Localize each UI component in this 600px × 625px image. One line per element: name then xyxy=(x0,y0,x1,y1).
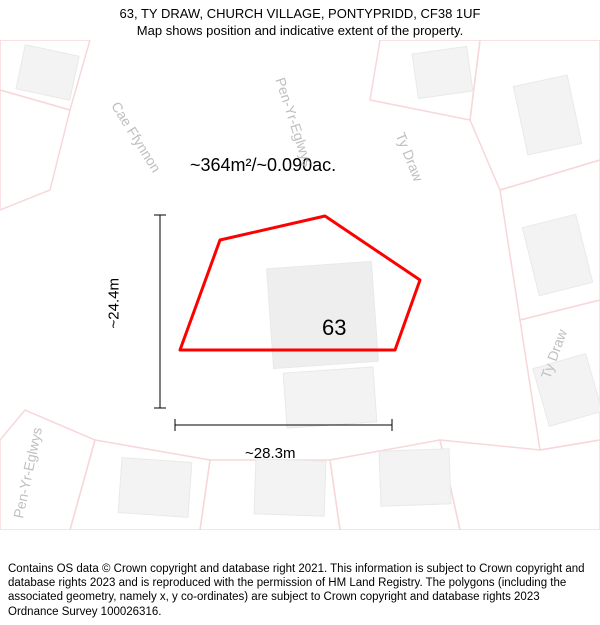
map-subtitle: Map shows position and indicative extent… xyxy=(0,23,600,38)
copyright-footer: Contains OS data © Crown copyright and d… xyxy=(8,562,592,620)
header: 63, TY DRAW, CHURCH VILLAGE, PONTYPRIDD,… xyxy=(0,0,600,38)
page-root: 63, TY DRAW, CHURCH VILLAGE, PONTYPRIDD,… xyxy=(0,0,600,625)
dimension-height-label: ~24.4m xyxy=(106,278,123,328)
map-area: ~364m²/~0.090ac. 63 ~28.3m ~24.4m Cae Ff… xyxy=(0,40,600,530)
property-address-title: 63, TY DRAW, CHURCH VILLAGE, PONTYPRIDD,… xyxy=(0,6,600,21)
dimension-width-label: ~28.3m xyxy=(245,445,295,462)
subject-house-number: 63 xyxy=(322,315,346,341)
